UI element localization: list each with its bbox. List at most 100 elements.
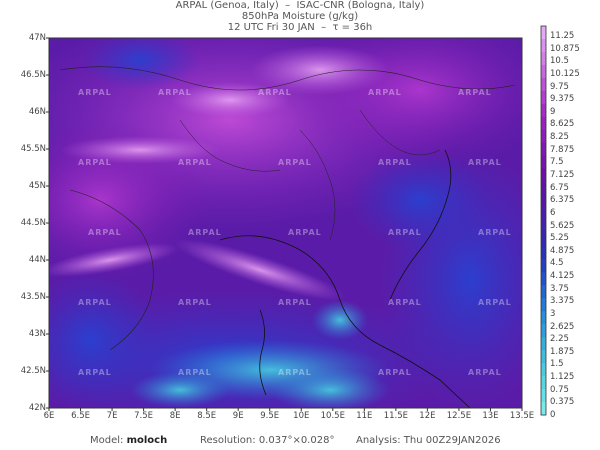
colorbar-label: 3.75 [550,283,569,294]
colorbar-swatch [541,259,546,273]
watermark: ARPAL [468,368,502,377]
watermark: ARPAL [178,368,212,377]
colorbar-label: 8.25 [550,132,569,143]
colorbar-label: 8.625 [550,119,575,130]
colorbar-label: 0 [550,410,556,420]
model-value: moloch [126,435,168,446]
colorbar-swatch [541,26,546,40]
colorbar-swatch [541,376,546,390]
lon-label: 13E [482,411,499,421]
model-label: Model: [90,435,124,446]
lon-label: 10.5E [320,411,345,421]
colorbar-swatch [541,246,546,260]
colorbar-swatch [541,116,546,131]
colorbar-label: 4.5 [550,258,564,269]
colorbar-label: 10.125 [550,68,580,79]
colorbar-swatch [541,233,546,247]
colorbar-label: 5.25 [550,233,569,244]
colorbar-swatch [541,77,546,92]
lon-label: 9E [232,411,244,421]
colorbar-swatch [541,142,546,157]
colorbar-label: 6 [550,207,556,218]
watermark: ARPAL [158,88,192,97]
colorbar-label: 2.625 [550,321,575,332]
colorbar-swatch [541,207,546,221]
watermark: ARPAL [178,158,212,167]
colorbar-swatch [541,51,546,66]
colorbar-label: 7.125 [550,169,575,180]
colorbar-label: 9.375 [550,94,575,105]
colorbar-label: 10.5 [550,56,569,67]
lon-label: 6E [43,411,55,421]
colorbar-swatch [541,324,546,338]
colorbar-swatch [541,350,546,364]
footer-analysis: Analysis: Thu 00Z29JAN2026 [356,435,501,446]
colorbar-label: 1.5 [550,359,564,370]
lat-label: 43N [28,329,46,339]
watermark: ARPAL [378,158,412,167]
colorbar-swatch [541,402,546,416]
colorbar-label: 0.375 [550,397,575,408]
lon-label: 13.5E [509,411,535,421]
lon-label: 11E [356,411,373,421]
colorbar-swatch [541,298,546,312]
watermark: ARPAL [478,298,512,307]
colorbar-label: 4.875 [550,245,575,256]
colorbar-label: 7.875 [550,144,575,155]
colorbar-swatch [541,155,546,170]
lat-label: 44N [28,255,46,265]
lat-label: 42.5N [20,366,46,376]
watermark: ARPAL [278,368,312,377]
lon-label: 8.5E [197,411,217,421]
lon-label: 6.5E [71,411,90,421]
colorbar-swatch [541,363,546,377]
colorbar-label: 11.25 [550,31,575,41]
colorbar-swatch [541,90,546,105]
analysis-value: Thu 00Z29JAN2026 [403,435,501,446]
colorbar-label: 0.75 [550,384,569,395]
colorbar-label: 2.25 [550,334,569,345]
colorbar-swatch [541,194,546,209]
watermark: ARPAL [258,88,292,97]
colorbar [541,26,546,416]
lat-label: 45N [28,181,46,191]
resolution-value: 0.037°×0.028° [258,435,335,446]
colorbar-label: 6.75 [550,182,569,193]
colorbar-swatch [541,103,546,118]
watermark: ARPAL [458,88,492,97]
watermark: ARPAL [388,228,422,237]
header-valid-time: 12 UTC Fri 30 JAN – τ = 36h [227,22,373,33]
resolution-label: Resolution: [200,435,256,446]
lon-label: 10E [293,411,310,421]
colorbar-swatch [541,272,546,286]
header-institutions: ARPAL (Genoa, Italy) – ISAC-CNR (Bologna… [175,0,425,11]
colorbar-label: 1.875 [550,346,575,357]
lon-label: 11.5E [383,411,408,421]
footer-model: Model: moloch [90,435,167,446]
lon-label: 7E [106,411,118,421]
footer-resolution: Resolution: 0.037°×0.028° [200,435,334,446]
lat-label: 46N [28,107,46,117]
colorbar-swatch [541,389,546,403]
watermark: ARPAL [88,228,122,237]
lon-label: 9.5E [260,411,280,421]
watermark: ARPAL [278,298,312,307]
colorbar-swatch [541,285,546,299]
colorbar-swatch [541,129,546,144]
analysis-label: Analysis: [356,435,401,446]
lat-label: 42N [28,403,46,413]
colorbar-swatch [541,181,546,196]
colorbar-label: 10.875 [550,43,580,54]
lat-label: 43.5N [20,292,46,302]
watermark: ARPAL [278,158,312,167]
lat-label: 46.5N [20,70,46,80]
lon-label: 8E [169,411,181,421]
watermark: ARPAL [378,368,412,377]
colorbar-label: 4.125 [550,271,575,282]
colorbar-swatch [541,220,546,234]
watermark: ARPAL [288,228,322,237]
moisture-field [49,38,522,408]
watermark: ARPAL [78,368,112,377]
watermark: ARPAL [468,158,502,167]
